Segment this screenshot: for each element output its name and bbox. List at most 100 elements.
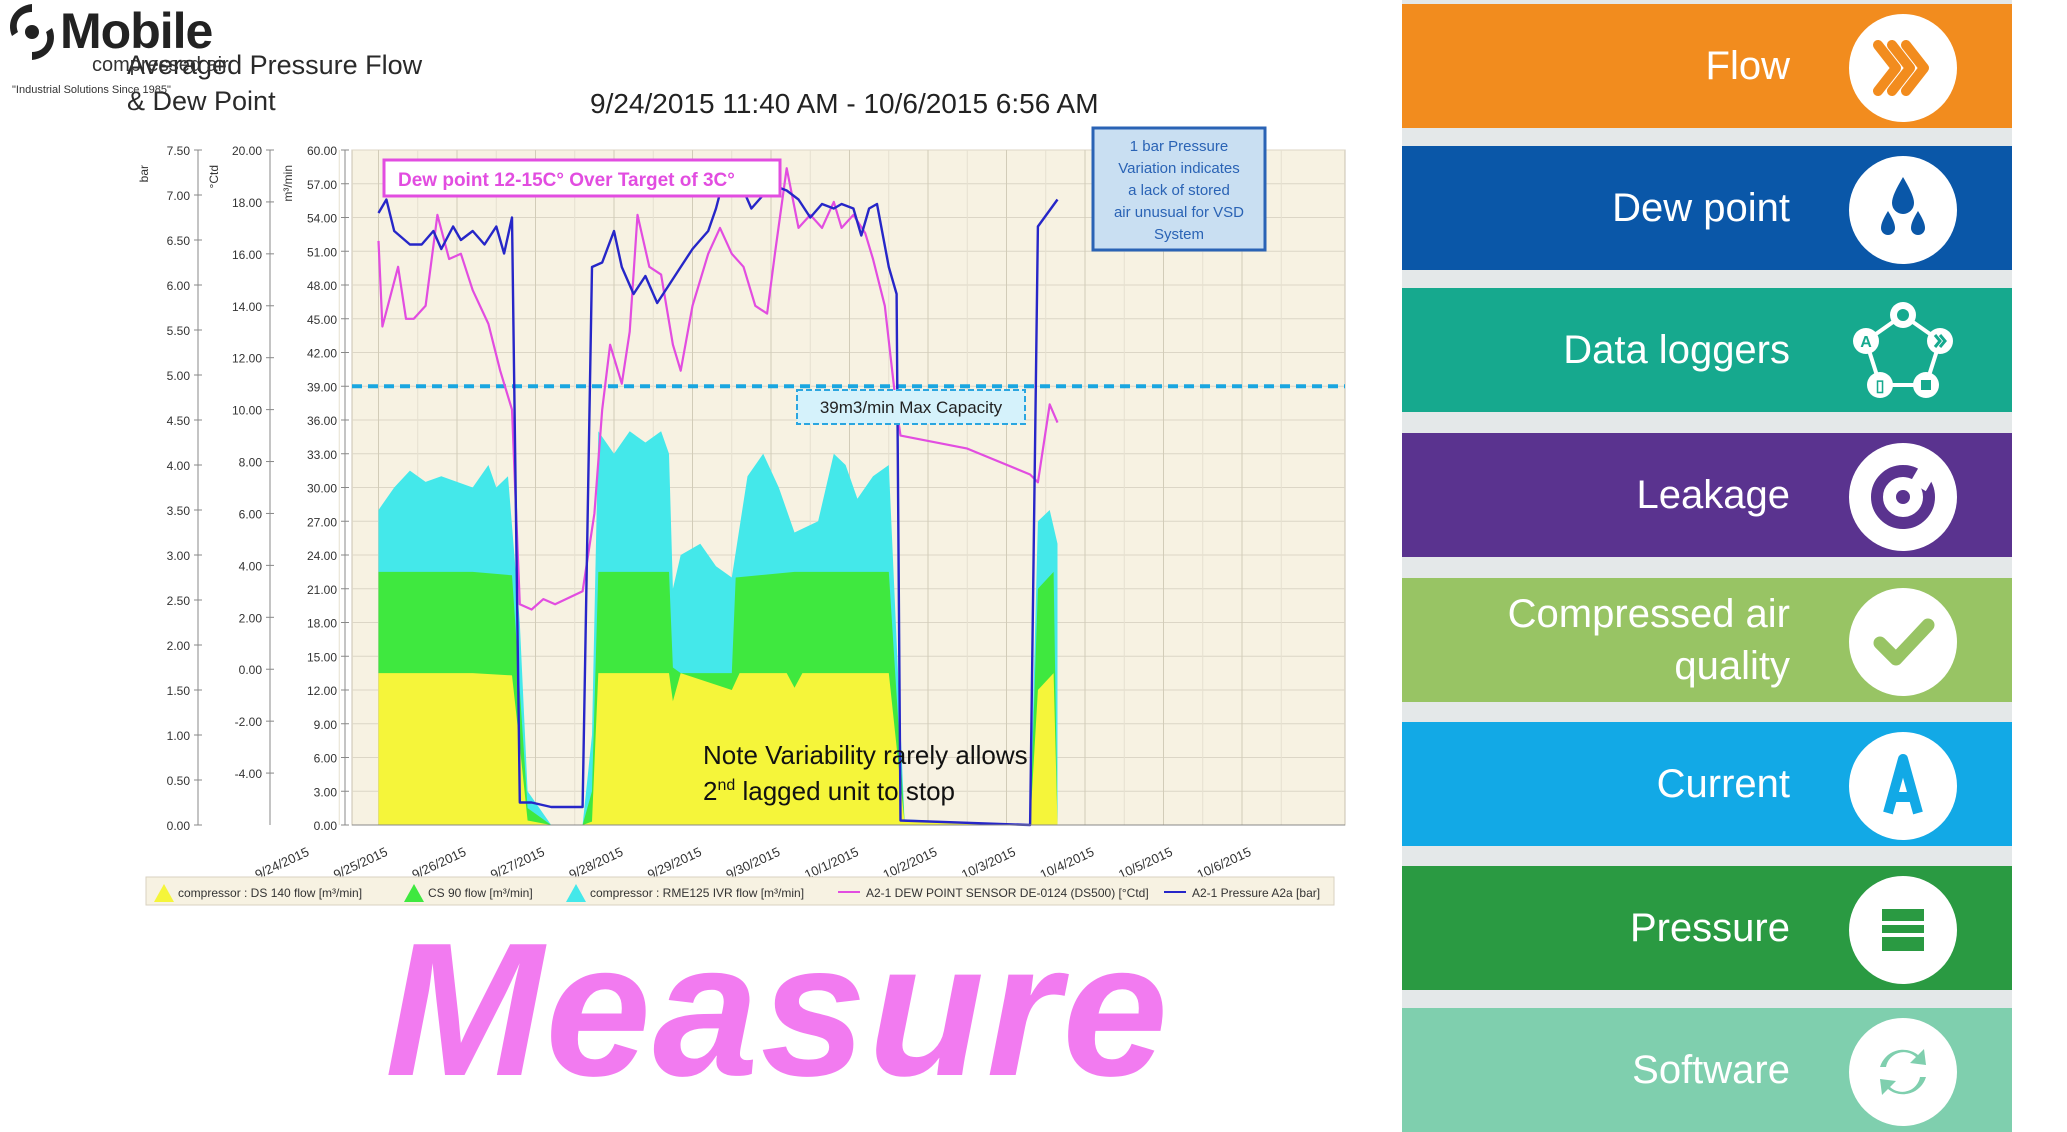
bar-axis-tick-label: 1.00 [167, 729, 191, 743]
pressure-gauge-icon [1848, 875, 1958, 985]
menu-item-label: Current [1656, 762, 1790, 806]
menu-item-dew-drops[interactable]: Dew point [1402, 146, 2012, 270]
dew-target-text: Dew point 12-15C° Over Target of 3C° [398, 170, 735, 191]
flow-axis-tick-label: 33.00 [307, 448, 337, 462]
flow-axis-tick-label: 45.00 [307, 313, 337, 327]
pressure-note-line: Variation indicates [1118, 160, 1239, 177]
legend-swatch-ds140 [154, 884, 174, 902]
dewpoint-axis-tick-label: 2.00 [239, 611, 263, 625]
flow-axis-tick-label: 51.00 [307, 245, 337, 259]
menu-item-label: Compressed air quality [1507, 592, 1790, 688]
max-capacity-box [796, 389, 1026, 425]
pressure-note-line: a lack of stored [1128, 182, 1230, 199]
bar-axis-tick-label: 7.00 [167, 189, 191, 203]
flow-axis-tick-label: 48.00 [307, 279, 337, 293]
menu-item-pressure-gauge[interactable]: Pressure [1402, 866, 2012, 990]
legend-label-pressure: A2-1 Pressure A2a [bar] [1192, 886, 1320, 900]
dewpoint-axis-tick-label: 0.00 [239, 663, 263, 677]
flow-axis-tick-label: 60.00 [307, 144, 337, 158]
flow-chevrons-icon [1848, 13, 1958, 123]
flow-axis-tick-label: 21.00 [307, 583, 337, 597]
menu-item-quality-check[interactable]: Compressed air quality [1402, 578, 2012, 702]
menu-item-data-logger-network[interactable]: Data loggers ▯ A [1402, 288, 2012, 412]
menu-item-label: Pressure [1629, 906, 1790, 950]
software-refresh-icon [1848, 1017, 1958, 1127]
pressure-flow-chart: 0.00 0.50 1.00 1.50 2.00 2.50 3.00 3.50 4.00 4.50… [137, 126, 1346, 906]
pressure-note-text: 1 bar Pressure Variation indicates a lack … [1114, 138, 1244, 243]
bar-axis-label: bar [137, 165, 151, 182]
chart-title: Averaged Pressure Flow & Dew Point [127, 50, 423, 116]
max-capacity-label: 39m3/min Max Capacity [820, 398, 1003, 417]
logo-word: Mobile [60, 3, 213, 59]
svg-text:▯: ▯ [1876, 378, 1885, 395]
bar-axis-tick-label: 0.00 [167, 819, 191, 833]
dewpoint-axis-label: °Ctd [207, 165, 221, 188]
menu-item-label: Data loggers [1563, 328, 1790, 372]
x-tick-label: 9/29/2015 [645, 844, 704, 882]
x-tick-label: 9/30/2015 [724, 844, 783, 882]
dewpoint-axis-tick-label: 16.00 [232, 248, 262, 262]
menu-item-label: Leakage [1636, 473, 1790, 517]
variability-ordinal: 2 [703, 776, 717, 806]
menu-item-flow-chevrons[interactable]: Flow [1402, 4, 2012, 128]
area-series-ds140 [378, 673, 1058, 825]
chart-legend: compressor : DS 140 flow [m³/min] CS 90 f… [145, 876, 1335, 906]
menu-item-leakage-target[interactable]: Leakage [1402, 433, 2012, 557]
bar-axis-tick-label: 6.00 [167, 279, 191, 293]
svg-text:A: A [1860, 334, 1872, 351]
pressure-note-box [1091, 126, 1267, 252]
flow-axis-tick-label: 57.00 [307, 178, 337, 192]
legend-label-rme125: compressor : RME125 IVR flow [m³/min] [590, 886, 804, 900]
dewpoint-axis-tick-label: -4.00 [235, 767, 263, 781]
bar-axis-tick-label: 1.50 [167, 684, 191, 698]
menu-item-label: Flow [1705, 44, 1790, 88]
current-ampere-icon [1848, 731, 1958, 841]
flow-axis-tick-label: 24.00 [307, 549, 337, 563]
bar-axis-tick-label: 3.50 [167, 504, 191, 518]
dewpoint-axis-tick-label: -2.00 [235, 715, 263, 729]
bar-axis-tick-label: 4.50 [167, 414, 191, 428]
legend-label-ds140: compressor : DS 140 flow [m³/min] [178, 886, 362, 900]
flow-axis-label: m³/min [281, 165, 295, 202]
x-tick-label: 9/28/2015 [567, 844, 626, 882]
pressure-note-line: 1 bar Pressure [1130, 138, 1228, 155]
pressure-note-line: System [1154, 226, 1204, 243]
bar-axis-tick-label: 5.00 [167, 369, 191, 383]
legend-swatch-cs90 [404, 884, 424, 902]
mobile-compressed-air-logo: Mobile compressed air "Industrial Soluti… [0, 0, 229, 100]
leakage-target-icon [1848, 442, 1958, 552]
dew-target-box [382, 158, 782, 198]
flow-axis-tick-label: 42.00 [307, 347, 337, 361]
line-series-pressure [377, 162, 1059, 827]
flow-axis-tick-label: 0.00 [314, 819, 338, 833]
dewpoint-axis-tick-label: 12.00 [232, 352, 262, 366]
x-tick-label: 10/2/2015 [881, 844, 940, 882]
legend-swatch-rme125 [566, 884, 586, 902]
x-tick-label: 9/27/2015 [488, 844, 547, 882]
data-logger-network-icon: ▯ A [1848, 297, 1958, 407]
bar-axis-tick-label: 5.50 [167, 324, 191, 338]
flow-axis-tick-label: 9.00 [314, 718, 338, 732]
bar-axis-tick-label: 7.50 [167, 144, 191, 158]
x-tick-label: 10/1/2015 [802, 844, 861, 882]
x-tick-label: 9/25/2015 [331, 844, 390, 882]
flow-axis-tick-label: 36.00 [307, 414, 337, 428]
bar-axis-tick-label: 2.00 [167, 639, 191, 653]
dewpoint-axis-tick-label: 4.00 [239, 559, 263, 573]
menu-item-label: Software [1632, 1048, 1790, 1092]
pressure-note-line: air unusual for VSD [1114, 204, 1244, 221]
measurement-menu: Flow Dew point Data loggers ▯ A Leakage Compre… [1402, 0, 2012, 1132]
menu-item-software-refresh[interactable]: Software [1402, 1008, 2012, 1132]
variability-note-line1: Note Variability rarely allows [703, 740, 1028, 770]
flow-axis-tick-label: 39.00 [307, 380, 337, 394]
flow-axis-tick-label: 3.00 [314, 785, 338, 799]
logo-swirl-icon [10, 4, 54, 60]
logo-subtitle: compressed air [92, 54, 229, 76]
menu-item-current-ampere[interactable]: Current [1402, 722, 2012, 846]
menu-item-label: Dew point [1612, 186, 1790, 230]
dewpoint-axis-tick-label: 10.00 [232, 404, 262, 418]
dewpoint-axis-tick-label: 20.00 [232, 144, 262, 158]
x-tick-label: 9/26/2015 [410, 844, 469, 882]
bar-axis-tick-label: 3.00 [167, 549, 191, 563]
logo-tagline: "Industrial Solutions Since 1985" [12, 84, 171, 96]
